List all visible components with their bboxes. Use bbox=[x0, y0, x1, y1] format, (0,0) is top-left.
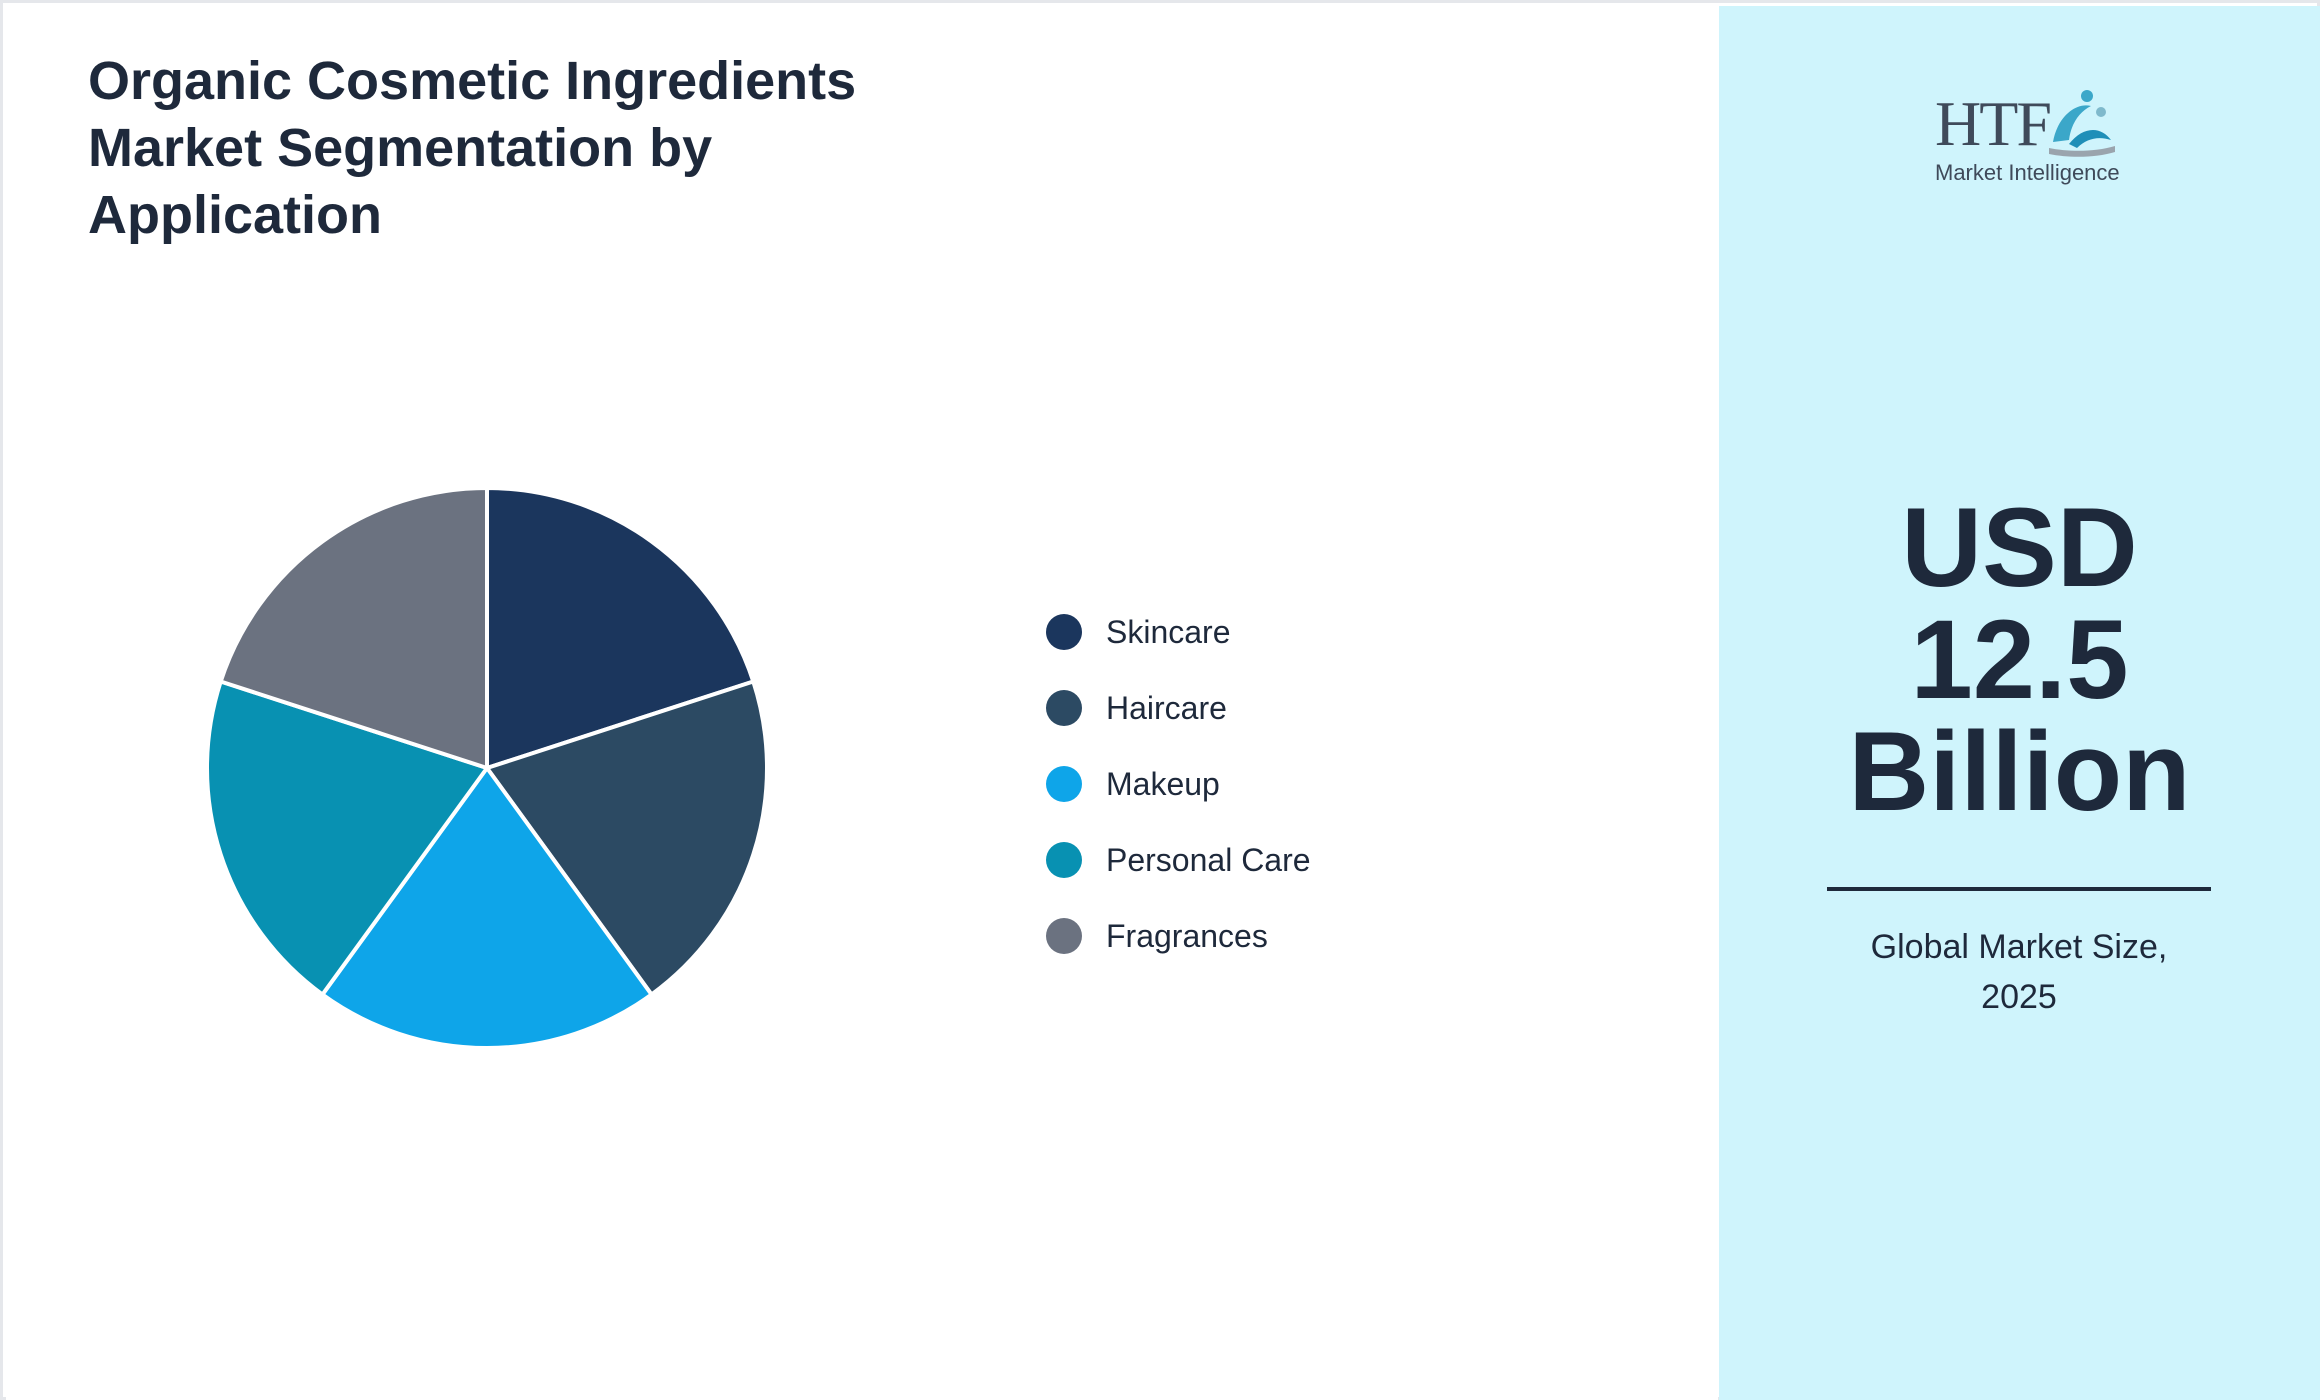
legend-item-personal-care: Personal Care bbox=[1046, 822, 1546, 898]
logo-subtitle: Market Intelligence bbox=[1935, 160, 2120, 185]
legend-item-skincare: Skincare bbox=[1046, 594, 1546, 670]
legend-item-fragrances: Fragrances bbox=[1046, 898, 1546, 974]
market-size-panel: HTF Market Intelligence USD 12.5 Billion… bbox=[1719, 6, 2320, 1400]
logo-letters: HTF bbox=[1935, 88, 2052, 159]
legend-swatch bbox=[1046, 766, 1082, 802]
legend-item-makeup: Makeup bbox=[1046, 746, 1546, 822]
pie-slices bbox=[205, 485, 769, 1050]
pie-slice-personal-care bbox=[205, 678, 491, 998]
chart-title: Organic Cosmetic Ingredients Market Segm… bbox=[88, 51, 857, 245]
pie-slice-makeup bbox=[319, 764, 655, 1050]
legend-swatch bbox=[1046, 842, 1082, 878]
divider bbox=[1827, 887, 2211, 891]
legend: Skincare Haircare Makeup Personal Care F… bbox=[1046, 594, 1546, 974]
pie-slice-skincare bbox=[485, 485, 756, 771]
legend-label: Skincare bbox=[1106, 613, 1231, 650]
legend-label: Fragrances bbox=[1106, 917, 1268, 954]
caption-line-2: 2025 bbox=[1981, 978, 2057, 1016]
legend-label: Makeup bbox=[1106, 765, 1220, 802]
market-size-number: 12.5 bbox=[1910, 597, 2129, 722]
market-size-caption: Global Market Size, 2025 bbox=[1779, 922, 2259, 1022]
pie-slice-haircare bbox=[483, 678, 769, 998]
market-size-currency: USD bbox=[1901, 485, 2138, 610]
legend-label: Haircare bbox=[1106, 689, 1227, 726]
legend-label: Personal Care bbox=[1106, 841, 1311, 878]
legend-swatch bbox=[1046, 614, 1082, 650]
legend-swatch bbox=[1046, 690, 1082, 726]
legend-item-haircare: Haircare bbox=[1046, 670, 1546, 746]
legend-swatch bbox=[1046, 918, 1082, 954]
market-size-value: USD 12.5 Billion bbox=[1719, 492, 2320, 828]
company-logo: HTF Market Intelligence bbox=[1927, 82, 2120, 192]
caption-line-1: Global Market Size, bbox=[1870, 928, 2168, 966]
pie-chart bbox=[205, 485, 769, 1050]
chart-panel: Organic Cosmetic Ingredients Market Segm… bbox=[6, 6, 1718, 1400]
market-size-unit: Billion bbox=[1848, 709, 2191, 834]
logo-mark-icon bbox=[2049, 90, 2115, 157]
pie-slice-fragrances bbox=[218, 485, 489, 771]
